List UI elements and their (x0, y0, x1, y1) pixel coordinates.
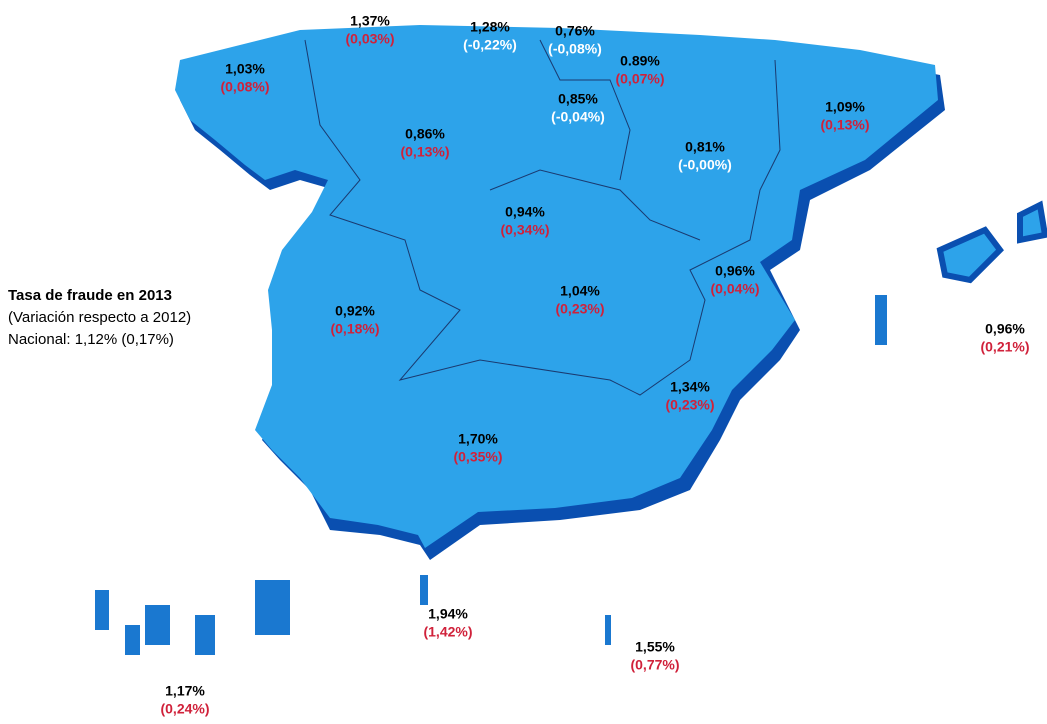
region-change: (-0,22%) (463, 37, 517, 53)
region-rate: 1,55% (635, 639, 675, 655)
region-change: (0,04%) (710, 281, 759, 297)
region-change: (0,34%) (500, 222, 549, 238)
region-rate: 0,85% (558, 91, 598, 107)
region-change: (0,03%) (345, 31, 394, 47)
region-rate: 1,03% (225, 61, 265, 77)
region-rate: 0,81% (685, 139, 725, 155)
region-change: (0,07%) (615, 71, 664, 87)
region-change: (-0,08%) (548, 41, 602, 57)
region-change: (-0,04%) (551, 109, 605, 125)
region-change: (0,13%) (400, 144, 449, 160)
region-rate: 0.89% (620, 53, 660, 69)
region-rate: 1,09% (825, 99, 865, 115)
region-change: (0,77%) (630, 657, 679, 673)
region-change: (0,08%) (220, 79, 269, 95)
region-rate: 1,04% (560, 283, 600, 299)
region-rate: 0,92% (335, 303, 375, 319)
legend-subtitle: (Variación respecto a 2012) (8, 309, 191, 326)
region-change: (0,24%) (160, 701, 209, 717)
region-change: (0,21%) (980, 339, 1029, 355)
region-change: (0,23%) (665, 397, 714, 413)
legend-national: Nacional: 1,12% (0,17%) (8, 331, 174, 348)
region-rate: 1,70% (458, 431, 498, 447)
region-change: (-0,00%) (678, 157, 732, 173)
region-rate: 0,96% (985, 321, 1025, 337)
region-change: (0,23%) (555, 301, 604, 317)
region-change: (0,35%) (453, 449, 502, 465)
region-change: (0,13%) (820, 117, 869, 133)
region-rate: 0,76% (555, 23, 595, 39)
region-change: (0,18%) (330, 321, 379, 337)
region-rate: 0,86% (405, 126, 445, 142)
region-rate: 0,94% (505, 204, 545, 220)
land (95, 25, 1047, 655)
region-rate: 1,34% (670, 379, 710, 395)
region-change: (1,42%) (423, 624, 472, 640)
legend-title: Tasa de fraude en 2013 (8, 287, 172, 304)
region-rate: 1,28% (470, 19, 510, 35)
region-rate: 0,96% (715, 263, 755, 279)
region-rate: 1,37% (350, 13, 390, 29)
region-rate: 1,17% (165, 683, 205, 699)
region-rate: 1,94% (428, 606, 468, 622)
